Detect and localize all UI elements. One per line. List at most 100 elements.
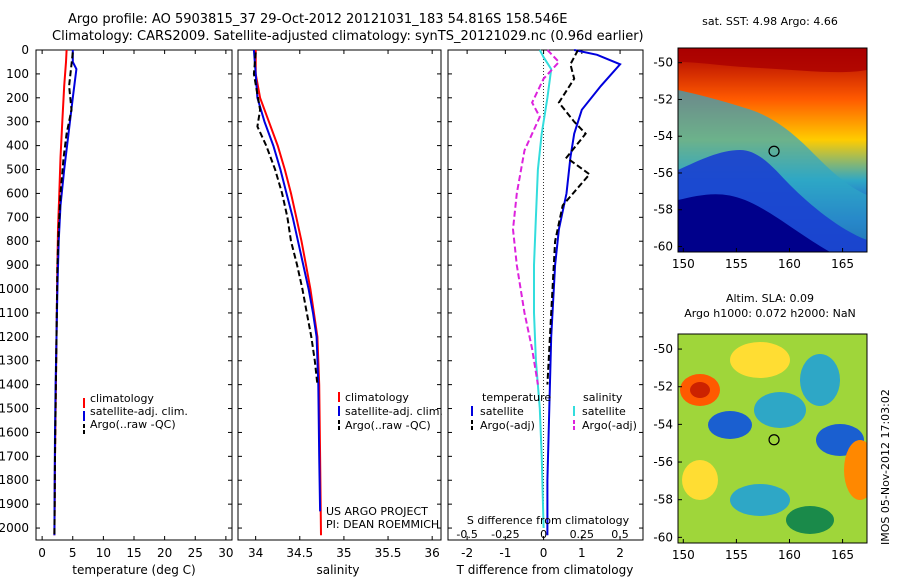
- sla-map-xtick-label: 165: [831, 548, 854, 562]
- sla-map-xtick-label: 160: [778, 548, 801, 562]
- project-annotation-line1: US ARGO PROJECT: [326, 505, 428, 518]
- temperature-series-argo: [53, 52, 74, 536]
- temperature-axes: [35, 49, 233, 541]
- legend-title-temperature: temperature: [482, 391, 551, 404]
- difference-series-salinity_argo: [511, 49, 561, 385]
- sla-heatmap: [678, 334, 867, 543]
- temperature-xlabel: temperature (deg C): [72, 563, 195, 577]
- depth-tick-label: 1400: [0, 378, 29, 392]
- project-annotation-line2: PI: DEAN ROEMMICH: [326, 518, 439, 531]
- temperature-xtick-label: 5: [69, 546, 77, 560]
- sst-map-ytick-label: -56: [653, 166, 673, 180]
- difference-series-satellite: [546, 49, 622, 536]
- depth-tick-label: 1500: [0, 402, 29, 416]
- difference-s-tick-label: -0.5: [456, 528, 477, 541]
- salinity-series-argo: [252, 52, 319, 385]
- difference-s-tick-label: 0.5: [611, 528, 629, 541]
- salinity-legend-argo: Argo(..raw -QC): [345, 419, 431, 432]
- difference-xtick-label: 2: [616, 546, 624, 560]
- salinity-legend-satellite: satellite-adj. clim.: [345, 405, 443, 418]
- sst-map-xtick-label: 155: [725, 257, 748, 271]
- sst-map-title: sat. SST: 4.98 Argo: 4.66: [702, 15, 838, 28]
- difference-xtick-label: 1: [578, 546, 586, 560]
- sst-map-ytick-label: -52: [653, 92, 673, 106]
- depth-tick-label: 1700: [0, 449, 29, 463]
- legend-salinity-argo: Argo(-adj): [582, 419, 637, 432]
- sst-map-axes: 150 155 160 165 -50 -52 -54 -56 -58 -60: [653, 56, 854, 271]
- sla-map-ytick-label: -58: [653, 493, 673, 507]
- sla-map-xtick-label: 155: [725, 548, 748, 562]
- salinity-xtick-label: 34.5: [286, 546, 313, 560]
- depth-tick-label: 1100: [0, 306, 29, 320]
- temperature-xtick-label: 25: [188, 546, 203, 560]
- difference-s-tick-label: 0.25: [570, 528, 595, 541]
- depth-tick-label: 700: [6, 210, 29, 224]
- imos-timestamp: IMOS 05-Nov-2012 17:03:02: [879, 389, 892, 545]
- sst-map-argo-marker: [768, 145, 780, 157]
- legend-title-salinity: salinity: [583, 391, 623, 404]
- salinity-xtick-label: 35: [336, 546, 351, 560]
- sla-map-argo-marker: [768, 434, 780, 446]
- temperature-panel: 0 5 10 15 20 25 30: [38, 49, 234, 560]
- difference-xlabel: T difference from climatology: [456, 563, 634, 577]
- difference-xlabel-top: S difference from climatology: [467, 514, 630, 527]
- salinity-xlabel: salinity: [316, 563, 359, 577]
- difference-s-tick-label: 0: [540, 528, 547, 541]
- depth-tick-label: 1000: [0, 282, 29, 296]
- salinity-series-satellite: [252, 49, 322, 512]
- depth-tick-label: 300: [6, 115, 29, 129]
- difference-xtick-label: 0: [540, 546, 548, 560]
- sla-map-ytick-label: -60: [653, 530, 673, 544]
- sla-map-ytick-label: -50: [653, 342, 673, 356]
- difference-legend: temperature satellite Argo(-adj) salinit…: [471, 391, 637, 432]
- sst-map-ytick-label: -58: [653, 203, 673, 217]
- sla-map-ytick-label: -52: [653, 380, 673, 394]
- depth-tick-label: 100: [6, 67, 29, 81]
- salinity-xtick-label: 35.5: [375, 546, 402, 560]
- difference-xtick-label: -2: [461, 546, 473, 560]
- temperature-legend-climatology: climatology: [90, 392, 154, 405]
- temperature-xtick-label: 10: [96, 546, 111, 560]
- sst-map-xtick-label: 160: [778, 257, 801, 271]
- sst-map-xtick-label: 165: [831, 257, 854, 271]
- salinity-panel: 34 34.5 35 35.5 36: [248, 49, 440, 560]
- depth-tick-label: 1300: [0, 354, 29, 368]
- difference-series-argo: [546, 49, 591, 385]
- depth-tick-label: 600: [6, 186, 29, 200]
- temperature-legend-argo: Argo(..raw -QC): [90, 418, 176, 431]
- sst-map-ytick-label: -50: [653, 56, 673, 70]
- depth-tick-label: 400: [6, 139, 29, 153]
- difference-panel: -2 -1 0 1 2 -0.5 -0.25 0 0.25 0.5: [456, 49, 629, 560]
- difference-s-tick-label: -0.25: [491, 528, 519, 541]
- sla-map-title: Altim. SLA: 0.09: [726, 292, 814, 305]
- salinity-legend: climatology satellite-adj. clim. Argo(..…: [338, 391, 443, 432]
- temperature-xtick-label: 15: [126, 546, 141, 560]
- sla-map-subtitle: Argo h1000: 0.072 h2000: NaN: [684, 307, 856, 320]
- depth-tick-label: 800: [6, 234, 29, 248]
- depth-tick-label: 2000: [0, 521, 29, 535]
- depth-tick-label: 200: [6, 91, 29, 105]
- sla-map-ytick-label: -56: [653, 455, 673, 469]
- temperature-xtick-label: 30: [218, 546, 233, 560]
- sst-map-ytick-label: -54: [653, 129, 673, 143]
- sst-map-frame: [677, 47, 868, 253]
- sla-map-ytick-label: -54: [653, 417, 673, 431]
- salinity-legend-climatology: climatology: [345, 391, 409, 404]
- salinity-xtick-label: 36: [425, 546, 440, 560]
- depth-tick-label: 0: [21, 43, 29, 57]
- figure-title-line1: Argo profile: AO 5903815_37 29-Oct-2012 …: [68, 12, 567, 27]
- legend-temperature-satellite: satellite: [480, 405, 524, 418]
- salinity-axes: [237, 49, 442, 541]
- temperature-series-climatology: [53, 49, 68, 536]
- salinity-xtick-label: 34: [248, 546, 263, 560]
- temperature-xtick-label: 0: [38, 546, 46, 560]
- depth-axis: 0 100 200 300 400 500 600 700 800 900 1000 1100 1200…: [0, 43, 643, 535]
- depth-tick-label: 500: [6, 163, 29, 177]
- difference-axes: [447, 49, 644, 541]
- figure-title-line2: Climatology: CARS2009. Satellite-adjuste…: [52, 29, 644, 44]
- legend-salinity-satellite: satellite: [582, 405, 626, 418]
- sst-map-ytick-label: -60: [653, 239, 673, 253]
- sla-map-xtick-label: 150: [672, 548, 695, 562]
- depth-tick-label: 1900: [0, 497, 29, 511]
